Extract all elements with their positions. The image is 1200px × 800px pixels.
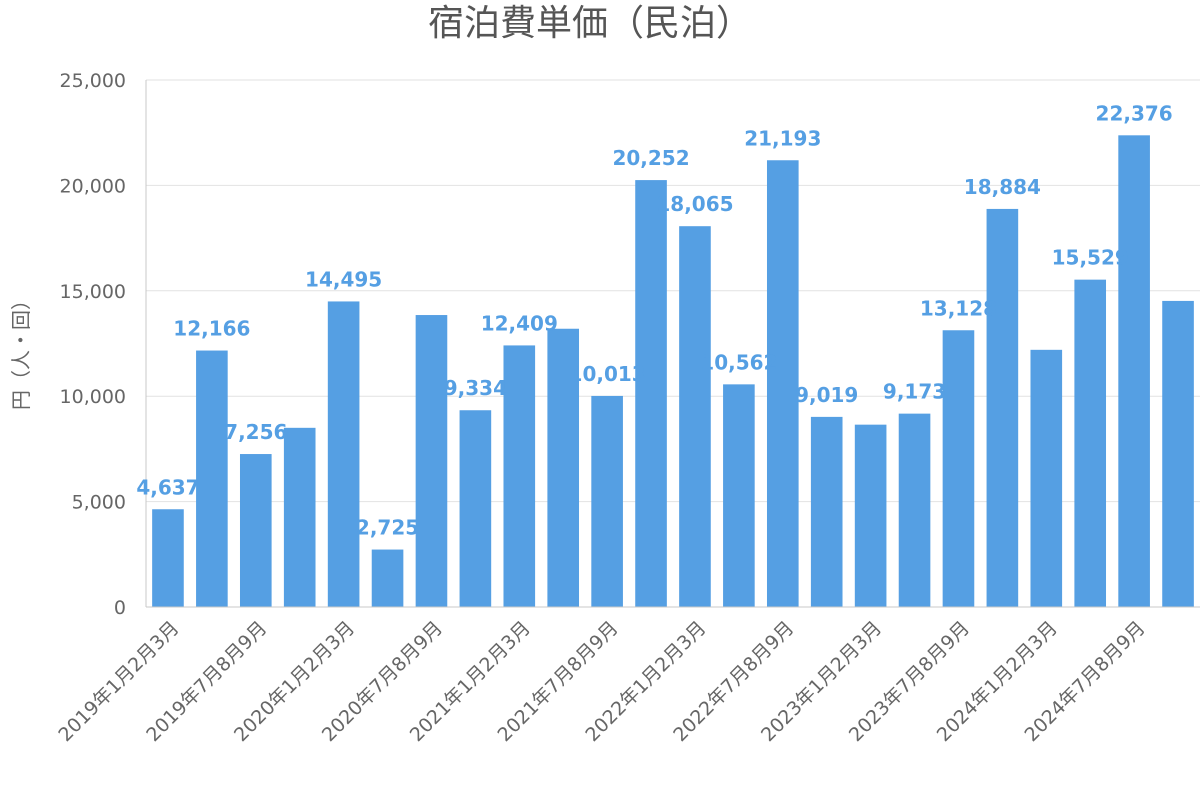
data-label: 9,173 bbox=[883, 380, 946, 404]
bar bbox=[239, 454, 272, 607]
gridlines bbox=[146, 79, 1200, 503]
data-label: 9,334 bbox=[444, 376, 507, 400]
bar bbox=[854, 424, 887, 607]
data-labels: 4,637 12,166 7,256 14,495 2,725 9,334 12,409 10… bbox=[136, 101, 1172, 539]
bar bbox=[723, 384, 755, 607]
data-label: 18,065 bbox=[656, 192, 733, 216]
data-label: 4,637 bbox=[136, 475, 199, 499]
data-label: 20,252 bbox=[612, 146, 689, 170]
bar bbox=[1118, 135, 1150, 608]
data-label: 14,495 bbox=[305, 267, 382, 291]
bar bbox=[459, 410, 492, 607]
y-tick-label: 20,000 bbox=[60, 175, 126, 197]
bar bbox=[810, 416, 843, 607]
y-tick-label: 0 bbox=[114, 597, 126, 619]
y-tick-label: 5,000 bbox=[72, 492, 126, 514]
bar bbox=[196, 350, 228, 607]
data-label: 2,725 bbox=[356, 516, 419, 540]
bar bbox=[898, 413, 931, 607]
data-label: 12,166 bbox=[173, 317, 250, 341]
data-label: 10,562 bbox=[700, 350, 777, 374]
data-label: 7,256 bbox=[224, 420, 287, 444]
data-label: 15,529 bbox=[1052, 246, 1129, 270]
bars bbox=[152, 135, 1194, 608]
data-label: 22,376 bbox=[1096, 101, 1173, 125]
bar bbox=[1074, 279, 1107, 607]
bar bbox=[1030, 349, 1063, 607]
bar bbox=[327, 301, 360, 607]
y-axis-ticks: 0 5,000 10,000 15,000 20,000 25,000 bbox=[60, 70, 126, 619]
data-label: 13,128 bbox=[920, 296, 997, 320]
bar bbox=[415, 315, 448, 607]
bar bbox=[591, 395, 623, 607]
axes bbox=[145, 80, 1200, 608]
data-label: 21,193 bbox=[744, 126, 821, 150]
y-tick-label: 15,000 bbox=[60, 281, 126, 303]
data-label: 18,884 bbox=[964, 175, 1041, 199]
bar bbox=[503, 345, 536, 607]
bar bbox=[283, 427, 316, 607]
data-label: 12,409 bbox=[481, 311, 558, 335]
chart-title: 宿泊費単価（民泊） bbox=[428, 3, 752, 44]
bar bbox=[1162, 300, 1194, 607]
bar bbox=[679, 226, 711, 607]
y-tick-label: 25,000 bbox=[60, 70, 126, 92]
x-axis-ticks: 2019年1月2月3月2019年7月8月9月2020年1月2月3月2020年7月… bbox=[54, 617, 1149, 746]
bar bbox=[986, 208, 1019, 607]
y-tick-label: 10,000 bbox=[60, 386, 126, 408]
data-label: 10,013 bbox=[569, 362, 646, 386]
bar bbox=[371, 549, 404, 607]
bar bbox=[942, 330, 975, 607]
bar bbox=[766, 160, 799, 607]
bar bbox=[152, 509, 184, 607]
y-axis-label: 円（人・回） bbox=[9, 290, 33, 410]
bar bbox=[635, 180, 667, 608]
data-label: 9,019 bbox=[795, 383, 858, 407]
bar bbox=[547, 328, 580, 607]
